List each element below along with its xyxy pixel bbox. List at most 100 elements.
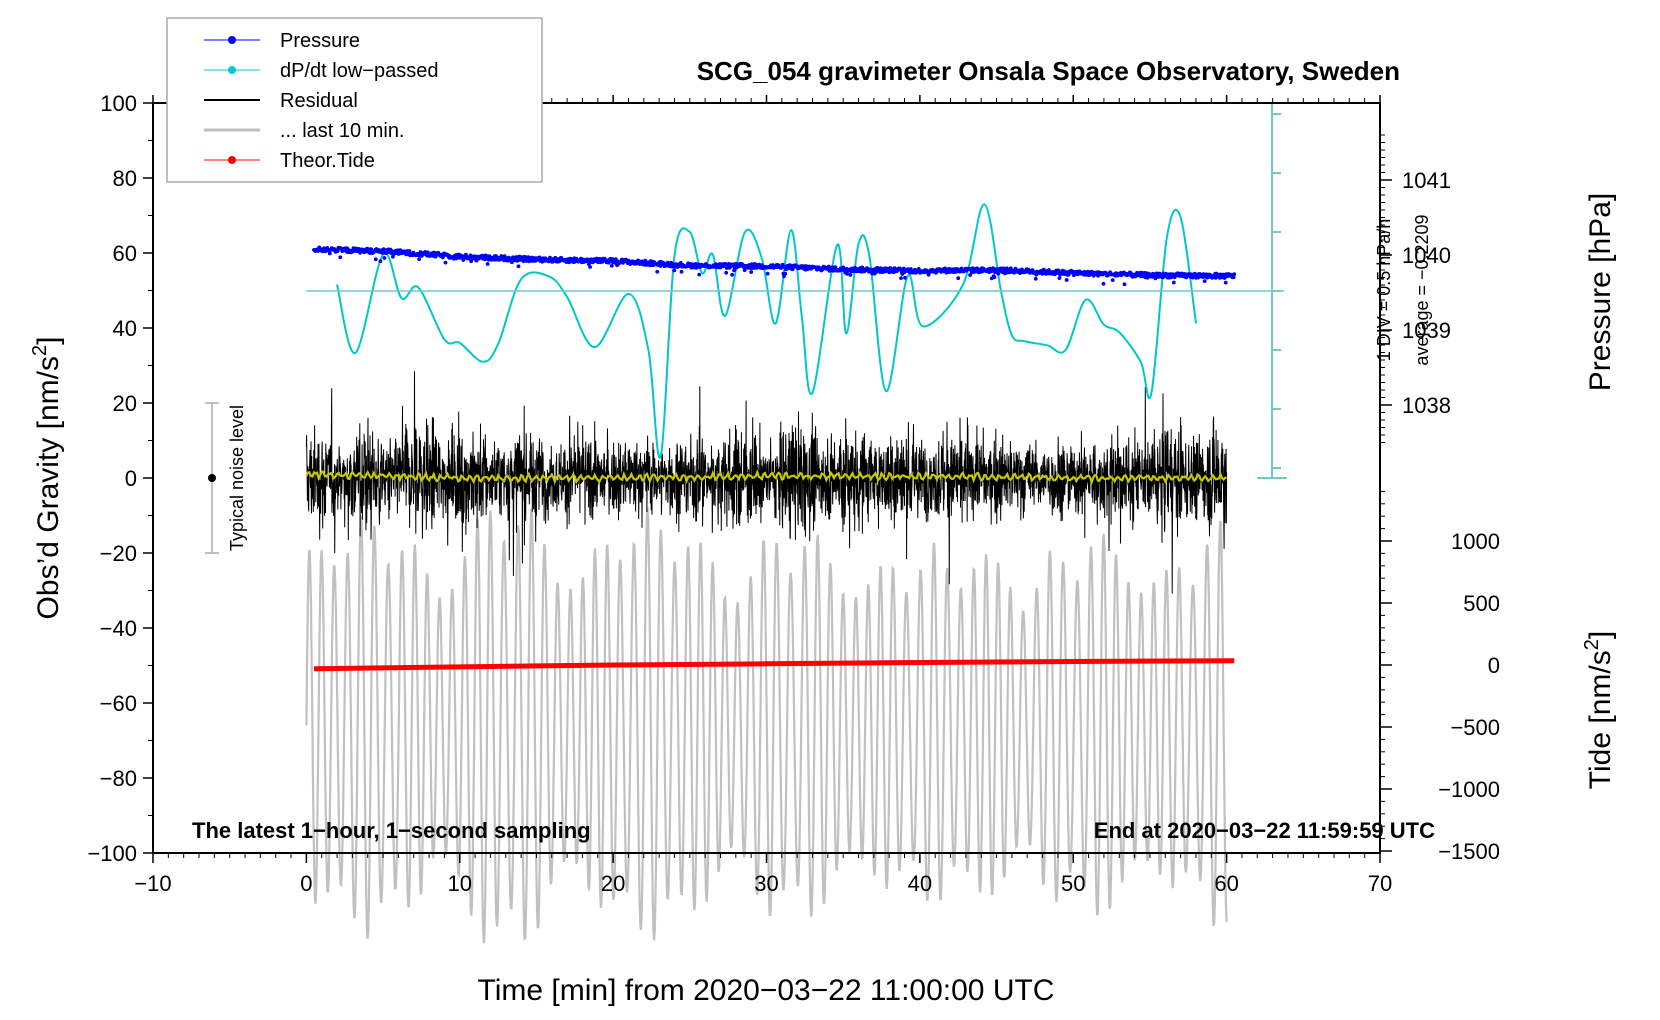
y-tick-label: 40 <box>113 316 137 341</box>
pressure-point <box>391 254 395 259</box>
tide-tick-label: 0 <box>1488 653 1500 678</box>
annotation-end-time: End at 2020−03−22 11:59:59 UTC <box>1094 818 1435 843</box>
tide-tick-label: −500 <box>1450 715 1500 740</box>
dpdt-series <box>336 203 1197 459</box>
legend: Pressure dP/dt low−passed Residual ... l… <box>166 17 543 183</box>
pressure-point <box>845 272 849 276</box>
legend-item-dpdt: dP/dt low−passed <box>204 60 438 82</box>
noise-level-label: Typical noise level <box>227 405 247 551</box>
pressure-point <box>765 271 770 276</box>
pressure-point <box>485 262 490 266</box>
residual-lowpass-series <box>305 468 1227 486</box>
pressure-point <box>443 260 448 265</box>
pressure-point <box>461 258 466 262</box>
tide-tick-label: −1500 <box>1438 839 1500 864</box>
pressure-point <box>1101 281 1106 286</box>
y-tick-label: −60 <box>100 691 137 716</box>
y-tick-label: 0 <box>125 466 137 491</box>
pressure-point <box>874 270 878 274</box>
pressure-point <box>833 265 838 269</box>
y-axis-title-left-sup: 2 <box>29 345 51 356</box>
pressure-point <box>327 251 332 256</box>
theoretical-tide-series <box>313 658 1235 672</box>
legend-marker-tide <box>228 156 236 164</box>
tide-axis-title-base: Tide [nm/s <box>1584 650 1617 789</box>
legend-marker-pressure <box>228 36 236 44</box>
pressure-tick-label: 1038 <box>1402 393 1451 418</box>
x-tick-label: 70 <box>1368 871 1392 896</box>
legend-label-dpdt: dP/dt low−passed <box>280 60 438 82</box>
tide-tick-label: 1000 <box>1451 529 1500 554</box>
pressure-point <box>1154 271 1159 276</box>
pressure-point <box>1231 275 1236 280</box>
pressure-point <box>1202 279 1207 283</box>
pressure-point <box>749 270 754 274</box>
average-label: average = −0.2209 <box>1412 214 1432 365</box>
pressure-point <box>1057 276 1062 280</box>
annotation-sampling: The latest 1−hour, 1−second sampling <box>192 818 591 843</box>
legend-item-tide: Theor.Tide <box>204 150 375 172</box>
pressure-tick-label: 1039 <box>1402 318 1451 343</box>
x-tick-label: 40 <box>908 871 932 896</box>
y-tick-label: 100 <box>100 91 137 116</box>
pressure-tick-label: 1040 <box>1402 243 1451 268</box>
pressure-point <box>1214 276 1218 280</box>
legend-label-residual: Residual <box>280 90 358 112</box>
legend-marker-dpdt <box>228 66 236 74</box>
noise-level-indicator: Typical noise level <box>205 402 247 554</box>
pressure-point <box>848 273 853 277</box>
y-axis-title-left-base: Obs’d Gravity [nm/s <box>32 356 65 619</box>
legend-label-tide: Theor.Tide <box>280 150 375 172</box>
y-tick-label: 80 <box>113 166 137 191</box>
div-label: 1 DIV = 0.5 hPa/h <box>1374 219 1394 362</box>
axes-layer: −10 0 10 20 30 40 50 60 70100806040200−20−40−60−… <box>87 91 1500 896</box>
pressure-point <box>991 266 995 271</box>
pressure-point <box>464 252 468 257</box>
pressure-point <box>783 271 788 276</box>
pressure-point <box>1064 278 1069 282</box>
tide-axis-title-close: ] <box>1584 631 1617 639</box>
chart-title: SCG_054 gravimeter Onsala Space Observat… <box>697 56 1400 86</box>
x-tick-label: 10 <box>448 871 472 896</box>
pressure-point <box>417 257 422 261</box>
pressure-point <box>381 247 386 252</box>
legend-item-residual: Residual <box>204 90 358 112</box>
x-tick-label: 20 <box>601 871 625 896</box>
pressure-point <box>903 275 907 280</box>
pressure-point <box>587 260 592 265</box>
x-tick-label: 50 <box>1061 871 1085 896</box>
legend-label-pressure: Pressure <box>280 30 360 52</box>
pressure-point <box>382 256 387 260</box>
tide-axis-title-sup: 2 <box>1581 639 1603 650</box>
pressure-point <box>335 249 340 253</box>
y-tick-label: 20 <box>113 391 137 416</box>
pressure-point <box>956 276 961 281</box>
pressure-point <box>609 263 614 268</box>
pressure-point <box>901 266 906 271</box>
x-tick-label: 30 <box>754 871 778 896</box>
legend-item-pressure: Pressure <box>204 30 360 52</box>
y-tick-label: 60 <box>113 241 137 266</box>
pressure-point <box>655 269 660 274</box>
pressure-point <box>992 275 997 280</box>
pressure-point <box>672 268 677 273</box>
pressure-point <box>338 255 343 260</box>
x-tick-label: −10 <box>134 871 171 896</box>
pressure-point <box>516 264 521 269</box>
y-axis-title-left: Obs’d Gravity [nm/s2] <box>29 337 65 620</box>
pressure-point <box>899 276 903 280</box>
legend-item-last10: ... last 10 min. <box>204 120 405 142</box>
pressure-point <box>790 267 795 272</box>
pressure-point <box>679 269 684 274</box>
legend-box <box>166 17 543 183</box>
y-tick-label: −20 <box>100 541 137 566</box>
pressure-point <box>1033 276 1038 281</box>
pressure-point <box>407 249 412 253</box>
x-tick-label: 60 <box>1214 871 1238 896</box>
tide-tick-label: −1000 <box>1438 777 1500 802</box>
pressure-point <box>697 272 702 277</box>
tide-tick-label: 500 <box>1463 591 1500 616</box>
y-axis-title-left-close: ] <box>32 337 65 345</box>
pressure-point <box>1110 278 1115 282</box>
pressure-point <box>724 270 729 275</box>
